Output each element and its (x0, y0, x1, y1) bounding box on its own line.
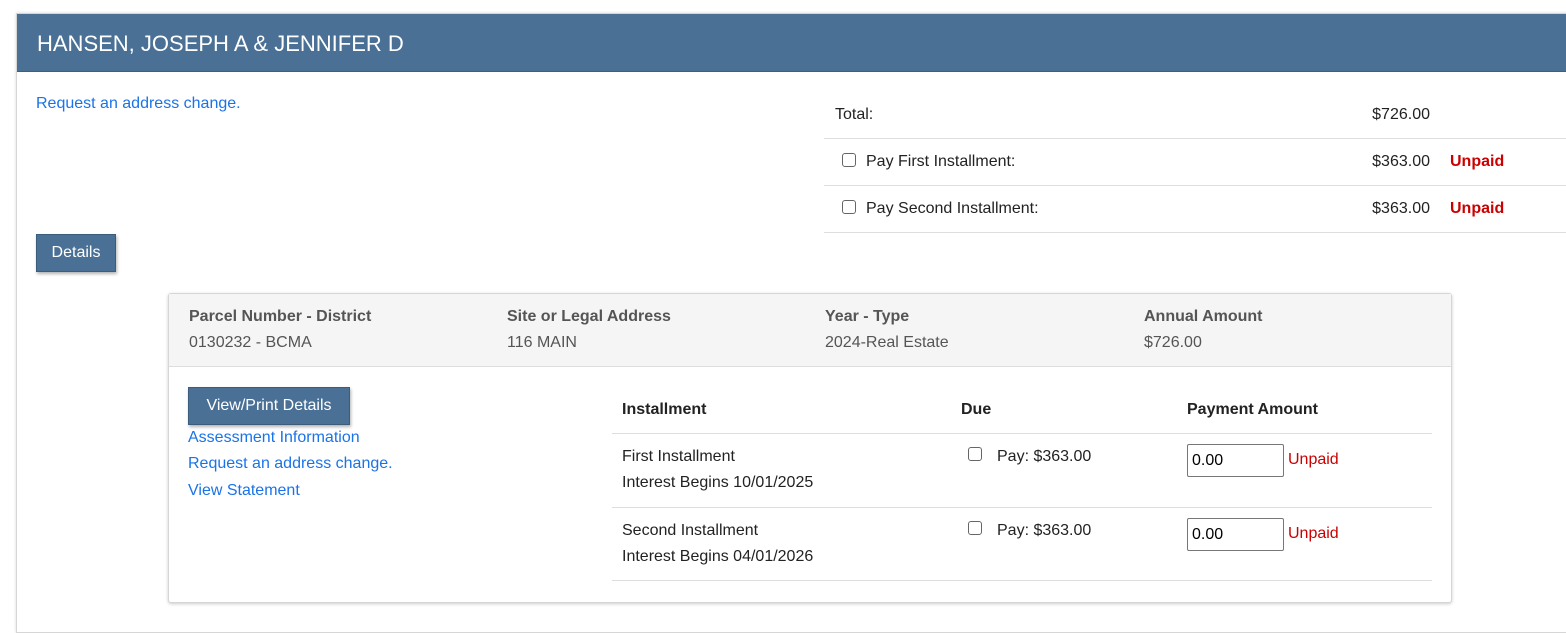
installment-name: Second Installment (622, 522, 759, 539)
pay-first-installment-row: Pay First Installment: $363.00 Unpaid (824, 139, 1566, 186)
due-amount: Pay: $363.00 (997, 522, 1092, 539)
pay-first-installment-checkbox[interactable] (842, 153, 856, 167)
pay-second-amount: $363.00 (1372, 200, 1430, 217)
status-badge: Unpaid (1288, 451, 1339, 468)
parcel-number: 0130232 - BCMA (189, 334, 312, 351)
request-address-change-link[interactable]: Request an address change. (36, 95, 241, 112)
column-header: Annual Amount (1144, 308, 1263, 325)
pay-second-due-checkbox[interactable] (968, 521, 982, 535)
column-header: Year - Type (825, 308, 910, 325)
parcel-number-column: Parcel Number - District 0130232 - BCMA (189, 308, 371, 352)
view-print-details-button[interactable]: View/Print Details (188, 387, 350, 425)
annual-amount: $726.00 (1144, 334, 1202, 351)
request-address-change-link[interactable]: Request an address change. (188, 455, 393, 472)
payment-amount-header: Payment Amount (1187, 401, 1318, 418)
year-type: 2024-Real Estate (825, 334, 949, 351)
parcel-summary: Parcel Number - District 0130232 - BCMA S… (169, 294, 1451, 367)
pay-first-due-checkbox[interactable] (968, 447, 982, 461)
view-statement-link[interactable]: View Statement (188, 482, 300, 499)
payment-amount-input[interactable] (1187, 518, 1284, 551)
divider (612, 580, 1432, 581)
status-badge: Unpaid (1288, 525, 1339, 542)
pay-second-label: Pay Second Installment: (866, 200, 1039, 217)
pay-second-installment-checkbox[interactable] (842, 200, 856, 214)
divider (612, 433, 1432, 434)
due-amount: Pay: $363.00 (997, 448, 1092, 465)
due-header: Due (961, 401, 992, 418)
pay-second-installment-row: Pay Second Installment: $363.00 Unpaid (824, 186, 1566, 233)
year-type-column: Year - Type 2024-Real Estate (825, 308, 949, 352)
column-header: Parcel Number - District (189, 308, 372, 325)
total-amount: $726.00 (1372, 106, 1430, 123)
pay-first-amount: $363.00 (1372, 153, 1430, 170)
interest-begins: Interest Begins 04/01/2026 (622, 548, 814, 565)
status-badge: Unpaid (1450, 153, 1505, 170)
details-button[interactable]: Details (36, 234, 116, 272)
annual-amount-column: Annual Amount $726.00 (1144, 308, 1263, 352)
site-address: 116 MAIN (507, 334, 577, 351)
status-badge: Unpaid (1450, 200, 1505, 217)
divider (612, 507, 1432, 508)
total-row: Total: $726.00 (824, 92, 1566, 139)
installment-name: First Installment (622, 448, 735, 465)
assessment-information-link[interactable]: Assessment Information (188, 429, 360, 446)
total-label: Total: (835, 106, 874, 123)
payment-amount-input[interactable] (1187, 444, 1284, 477)
installment-header: Installment (622, 401, 707, 418)
owner-title: HANSEN, JOSEPH A & JENNIFER D (17, 14, 1566, 72)
address-column: Site or Legal Address 116 MAIN (507, 308, 671, 352)
column-header: Site or Legal Address (507, 308, 671, 325)
interest-begins: Interest Begins 10/01/2025 (622, 474, 814, 491)
pay-first-label: Pay First Installment: (866, 153, 1016, 170)
